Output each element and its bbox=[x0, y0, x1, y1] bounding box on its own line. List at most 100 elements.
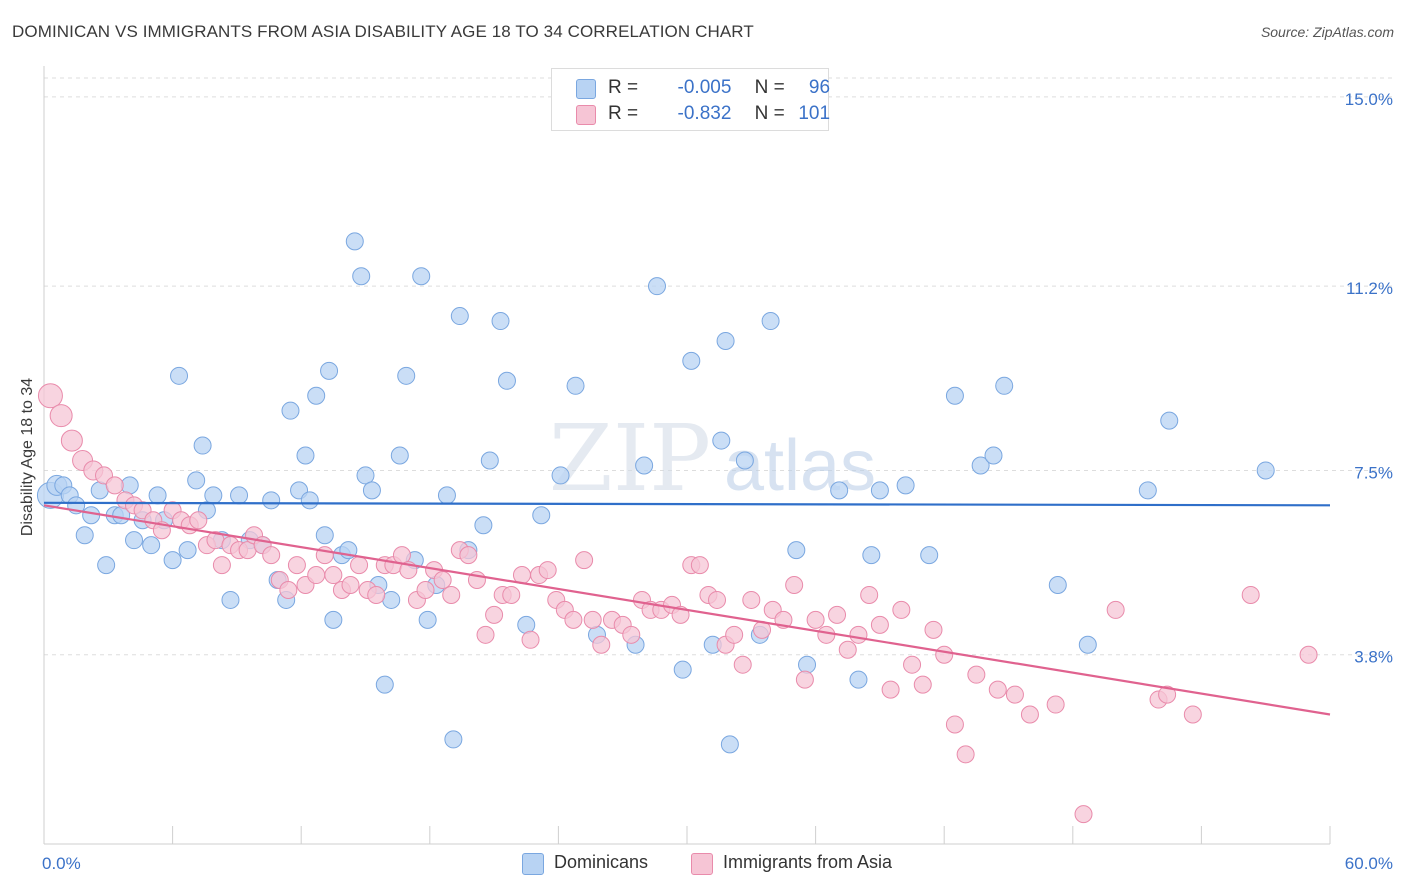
asia-point bbox=[1158, 685, 1177, 704]
stats-legend: R = -0.005 N = 96 R = -0.832 N = 101 bbox=[551, 68, 831, 131]
asia-point bbox=[416, 580, 435, 599]
dominican-point bbox=[163, 551, 182, 570]
asia-point bbox=[433, 571, 452, 590]
y-axis-label: Disability Age 18 to 34 bbox=[19, 377, 36, 537]
asia-point bbox=[817, 625, 836, 644]
dominican-point bbox=[230, 486, 249, 505]
dominican-point bbox=[300, 491, 319, 510]
dominican-point bbox=[375, 675, 394, 694]
dominican-point bbox=[397, 366, 416, 385]
x-tick-label-min: 0.0% bbox=[42, 854, 81, 873]
legend-swatch-blue bbox=[576, 79, 596, 99]
asia-point bbox=[592, 635, 611, 654]
dominican-point bbox=[551, 466, 570, 485]
dominican-point bbox=[761, 312, 780, 331]
asia-point bbox=[795, 670, 814, 689]
dominican-point bbox=[830, 481, 849, 500]
axis-layer bbox=[43, 66, 1331, 845]
asia-trend-line bbox=[43, 504, 1331, 716]
asia-point bbox=[828, 605, 847, 624]
legend-r-label: R = bbox=[608, 77, 639, 98]
dominican-point bbox=[798, 655, 817, 674]
asia-point bbox=[583, 610, 602, 629]
dominican-point bbox=[315, 526, 334, 545]
dominican-point bbox=[682, 351, 701, 370]
dominican-point bbox=[920, 546, 939, 565]
dominican-point bbox=[716, 331, 735, 350]
dominican-point bbox=[90, 481, 109, 500]
dominican-point bbox=[984, 446, 1003, 465]
dominican-point bbox=[995, 376, 1014, 395]
asia-point bbox=[1106, 600, 1125, 619]
asia-point bbox=[1241, 585, 1260, 604]
dominican-trend-line bbox=[43, 501, 1331, 507]
points-layer bbox=[36, 232, 1318, 824]
dominican-point bbox=[75, 526, 94, 545]
asia-point bbox=[903, 655, 922, 674]
dominican-point bbox=[125, 531, 144, 550]
dominican-point bbox=[566, 376, 585, 395]
asia-point bbox=[521, 630, 540, 649]
bottom-legend-label-dominicans: Dominicans bbox=[554, 852, 649, 872]
asia-point bbox=[538, 561, 557, 580]
dominican-point bbox=[187, 471, 206, 490]
asia-point bbox=[1020, 705, 1039, 724]
dominican-point bbox=[862, 546, 881, 565]
dominican-point bbox=[971, 456, 990, 475]
asia-point bbox=[37, 383, 63, 409]
dominican-point bbox=[437, 486, 456, 505]
dominican-point bbox=[491, 312, 510, 331]
asia-point bbox=[733, 655, 752, 674]
asia-point bbox=[742, 590, 761, 609]
watermark-zip: ZIP bbox=[549, 405, 711, 512]
asia-point bbox=[238, 541, 257, 560]
bottom-legend-swatch-pink bbox=[691, 853, 713, 875]
tick-label-layer: 3.8% 7.5% 11.2% 15.0% 0.0% 60.0% bbox=[42, 90, 1393, 873]
dominican-point bbox=[720, 735, 739, 754]
dominican-point bbox=[193, 436, 212, 455]
legend-n-value: 96 bbox=[808, 77, 831, 98]
dominican-point bbox=[896, 476, 915, 495]
dominican-point bbox=[382, 590, 401, 609]
legend-r-label: R = bbox=[608, 103, 639, 124]
dominican-point bbox=[517, 615, 536, 634]
dominican-point bbox=[120, 476, 139, 495]
dominican-point bbox=[352, 267, 371, 286]
asia-point bbox=[350, 556, 369, 575]
dominican-point bbox=[647, 277, 666, 296]
asia-point bbox=[988, 680, 1007, 699]
asia-point bbox=[1074, 805, 1093, 824]
bottom-legend-label-immigrants-asia: Immigrants from Asia bbox=[723, 852, 893, 872]
asia-point bbox=[924, 620, 943, 639]
asia-point bbox=[485, 605, 504, 624]
y-tick-label: 15.0% bbox=[1345, 90, 1393, 109]
legend-n-value: 101 bbox=[798, 103, 831, 124]
asia-point bbox=[945, 715, 964, 734]
dominican-point bbox=[1256, 461, 1275, 480]
asia-point bbox=[870, 615, 889, 634]
asia-point bbox=[1299, 645, 1318, 664]
dominican-point bbox=[787, 541, 806, 560]
asia-point bbox=[262, 546, 281, 565]
dominican-point bbox=[450, 307, 469, 326]
dominican-point bbox=[412, 267, 431, 286]
dominican-point bbox=[320, 361, 339, 380]
asia-point bbox=[442, 585, 461, 604]
asia-point bbox=[575, 551, 594, 570]
x-tick-label-max: 60.0% bbox=[1345, 854, 1393, 873]
dominican-point bbox=[170, 366, 189, 385]
dominican-point bbox=[142, 536, 161, 555]
asia-point bbox=[324, 566, 343, 585]
legend-r-value: -0.005 bbox=[677, 77, 732, 98]
asia-point bbox=[1005, 685, 1024, 704]
asia-point bbox=[105, 476, 124, 495]
y-tick-label: 7.5% bbox=[1354, 463, 1393, 482]
asia-point bbox=[690, 556, 709, 575]
dominican-point bbox=[296, 446, 315, 465]
y-tick-label: 3.8% bbox=[1354, 648, 1393, 667]
asia-point bbox=[849, 625, 868, 644]
asia-point bbox=[967, 665, 986, 684]
asia-point bbox=[881, 680, 900, 699]
dominican-point bbox=[390, 446, 409, 465]
